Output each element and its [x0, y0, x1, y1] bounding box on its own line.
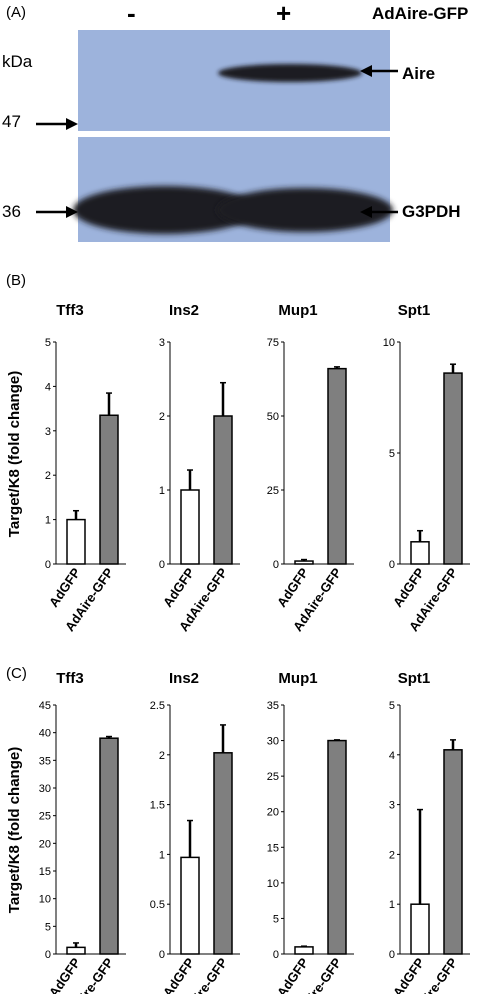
chart-b-ins2-tick-label: 1: [159, 485, 165, 497]
chart-b-mup1-tick-label: 75: [267, 337, 279, 349]
chart-b-ins2-tick-label: 2: [159, 411, 165, 423]
chart-c-mup1-tick-label: 10: [267, 878, 279, 890]
chart-c-tff3-category-label: AdGFP: [46, 955, 84, 994]
chart-c-ins2-tick-label: 0.5: [150, 899, 165, 911]
chart-c-ins2-title: Ins2: [169, 670, 199, 687]
arrow-g3pdh-icon: [360, 206, 398, 218]
chart-b-ins2-tick-label: 0: [159, 559, 165, 571]
chart-c-tff3-tick-label: 35: [39, 755, 51, 767]
marker-47-label: 47: [2, 112, 21, 131]
chart-b-tff3-tick-label: 3: [45, 426, 51, 438]
chart-b-mup1-bar-adgfp: [294, 560, 314, 565]
kda-unit-label: kDa: [2, 52, 33, 71]
chart-b-ins2-bar-adaire-gfp: [213, 415, 233, 565]
arrow-47-icon: [36, 118, 78, 130]
chart-c-spt1-tick-label: 3: [389, 800, 395, 812]
chart-b-mup1-tick-label: 50: [267, 411, 279, 423]
chart-c-spt1-bar-adgfp: [410, 903, 430, 955]
chart-c-mup1-tick-label: 0: [273, 949, 279, 961]
chart-c-mup1-tick-label: 15: [267, 842, 279, 854]
panel-b-label: (B): [6, 272, 26, 289]
aire-band-label: Aire: [402, 64, 436, 83]
chart-b-mup1-title: Mup1: [278, 302, 317, 319]
g3pdh-band-label: G3PDH: [402, 202, 461, 221]
chart-c-ins2-tick-label: 1: [159, 849, 165, 861]
chart-b-mup1-tick-label: 0: [273, 559, 279, 571]
chart-c-mup1-category-label: AdGFP: [274, 955, 312, 994]
panel-c-label: (C): [6, 665, 27, 682]
chart-b-tff3-bar-adgfp: [66, 518, 86, 565]
chart-c-mup1-tick-label: 25: [267, 771, 279, 783]
western-blot: [36, 30, 398, 242]
chart-c-tff3-tick-label: 15: [39, 866, 51, 878]
chart-c-tff3-title: Tff3: [56, 670, 84, 687]
chart-b-ins2-title: Ins2: [169, 302, 199, 319]
chart-b-tff3-bar-adaire-gfp: [99, 414, 119, 565]
chart-c-spt1-tick-label: 5: [389, 700, 395, 712]
chart-b-spt1-bar-adgfp: [410, 541, 430, 565]
construct-label: AdAire-GFP: [372, 4, 469, 23]
chart-b-tff3-tick-label: 2: [45, 470, 51, 482]
arrow-aire-icon: [360, 65, 398, 77]
chart-c-mup1-tick-label: 30: [267, 736, 279, 748]
chart-c-tff3-tick-label: 10: [39, 894, 51, 906]
chart-c-tff3-bar-adaire-gfp: [99, 737, 119, 955]
chart-c-ins2-bar-adgfp: [180, 856, 200, 955]
lane-plus-label: +: [276, 0, 292, 28]
chart-b-mup1-bar-adaire-gfp: [327, 367, 347, 565]
chart-c-mup1-tick-label: 5: [273, 913, 279, 925]
chart-b-ins2-tick-label: 3: [159, 337, 165, 349]
chart-b-spt1-tick-label: 10: [383, 337, 395, 349]
lane-minus-label: -: [127, 0, 136, 28]
chart-c-mup1-bar-adgfp: [294, 946, 314, 955]
chart-b-tff3-tick-label: 4: [45, 381, 51, 393]
chart-c-spt1-tick-label: 1: [389, 899, 395, 911]
chart-c-ins2-tick-label: 2.5: [150, 700, 165, 712]
panel-a-label: (A): [6, 4, 26, 21]
chart-b-tff3-title: Tff3: [56, 302, 84, 319]
chart-c-tff3-tick-label: 25: [39, 811, 51, 823]
aire-band: [218, 64, 362, 82]
chart-c-mup1-title: Mup1: [278, 670, 317, 687]
chart-c-tff3-tick-label: 0: [45, 949, 51, 961]
marker-36-label: 36: [2, 202, 21, 221]
arrow-36-icon: [36, 206, 78, 218]
chart-c-spt1-tick-label: 0: [389, 949, 395, 961]
chart-b-spt1-tick-label: 0: [389, 559, 395, 571]
chart-c-ins2-category-label: AdGFP: [160, 955, 198, 994]
chart-c-ins2-tick-label: 2: [159, 750, 165, 762]
chart-c-spt1-category-label: AdGFP: [390, 955, 428, 994]
chart-c-tff3-tick-label: 30: [39, 783, 51, 795]
chart-c-spt1-tick-label: 4: [389, 750, 395, 762]
chart-c-mup1-bar-adaire-gfp: [327, 739, 347, 955]
chart-c-spt1-bar-adaire-gfp: [443, 749, 463, 955]
chart-c-mup1-tick-label: 20: [267, 807, 279, 819]
chart-c-ins2-tick-label: 1.5: [150, 800, 165, 812]
chart-c-tff3-tick-label: 40: [39, 728, 51, 740]
chart-c-tff3-tick-label: 5: [45, 921, 51, 933]
chart-c-tff3-bar-adgfp: [66, 946, 86, 955]
g3pdh-band-left: [73, 186, 257, 234]
chart-c-ins2-tick-label: 0: [159, 949, 165, 961]
chart-b-spt1-tick-label: 5: [389, 448, 395, 460]
chart-c-tff3-tick-label: 45: [39, 700, 51, 712]
chart-b-spt1-title: Spt1: [398, 302, 431, 319]
panel-c-ylabel: Target/K8 (fold change): [6, 747, 23, 913]
chart-b-ins2-bar-adgfp: [180, 489, 200, 565]
g3pdh-band-right: [217, 188, 393, 232]
chart-b-tff3-tick-label: 1: [45, 515, 51, 527]
chart-c-spt1-title: Spt1: [398, 670, 431, 687]
panel-b-ylabel: Target/K8 (fold change): [6, 371, 23, 537]
chart-b-tff3-tick-label: 0: [45, 559, 51, 571]
chart-b-spt1-bar-adaire-gfp: [443, 372, 463, 565]
chart-c-ins2-bar-adaire-gfp: [213, 752, 233, 955]
chart-c-spt1-tick-label: 2: [389, 849, 395, 861]
blot-upper-membrane: [78, 30, 390, 131]
chart-c-mup1-tick-label: 35: [267, 700, 279, 712]
chart-b-tff3-tick-label: 5: [45, 337, 51, 349]
chart-b-mup1-tick-label: 25: [267, 485, 279, 497]
chart-c-tff3-tick-label: 20: [39, 838, 51, 850]
